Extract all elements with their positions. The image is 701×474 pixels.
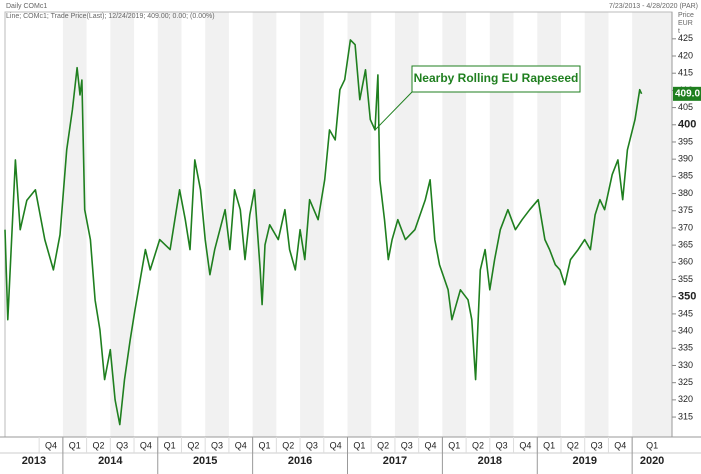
annotation-leader (374, 91, 413, 131)
y-tick-label: 335 (678, 343, 693, 353)
y-tick-label: 340 (678, 325, 693, 335)
y-label: EUR (678, 20, 693, 27)
y-tick-label: 360 (678, 257, 693, 267)
annotation-box (411, 65, 581, 93)
x-tick-label: Q4 (614, 440, 626, 450)
y-tick-label: 405 (678, 102, 693, 112)
quarter-band (205, 12, 229, 437)
quarter-band (537, 12, 561, 437)
quarter-band (584, 12, 609, 437)
x-tick-label: Q1 (353, 440, 365, 450)
quarter-band (62, 12, 87, 437)
year-label: 2013 (22, 455, 46, 467)
chart-title: Daily COMc1 (6, 3, 47, 10)
quarter-band (252, 12, 277, 437)
y-tick-label: 325 (678, 377, 693, 387)
quarter-band (394, 12, 419, 437)
x-tick-label: Q1 (69, 440, 81, 450)
year-label: 2018 (478, 455, 502, 467)
y-tick-label: 395 (678, 136, 693, 146)
x-tick-label: Q3 (496, 440, 508, 450)
x-tick-label: Q4 (45, 440, 57, 450)
x-tick-label: Q1 (164, 440, 176, 450)
year-label: 2017 (383, 455, 407, 467)
y-tick-label: 390 (678, 154, 693, 164)
y-tick-label: 425 (678, 33, 693, 43)
x-tick-label: Q4 (235, 440, 247, 450)
chart-subtitle: Line; COMc1; Trade Price(Last); 12/24/20… (6, 13, 215, 20)
x-tick-label: Q3 (211, 440, 223, 450)
y-tick-label: 330 (678, 360, 693, 370)
quarter-band (632, 12, 672, 437)
last-price-marker (673, 86, 701, 101)
x-tick-label: Q3 (306, 440, 318, 450)
y-tick-label: 345 (678, 308, 693, 318)
y-tick-label: 420 (678, 50, 693, 60)
year-label: 2015 (193, 455, 217, 467)
y-label: Price (678, 12, 694, 19)
y-tick-label: 415 (678, 68, 693, 78)
year-label: 2020 (640, 455, 664, 467)
x-tick-label: Q2 (567, 440, 579, 450)
quarter-band (110, 12, 135, 437)
x-tick-label: Q2 (282, 440, 294, 450)
x-tick-label: Q4 (330, 440, 342, 450)
y-tick-label: 400 (678, 119, 696, 131)
x-tick-label: Q1 (448, 440, 460, 450)
y-tick-label: 385 (678, 171, 693, 181)
annotation: Nearby Rolling EU Rapeseed (414, 71, 579, 85)
x-tick-label: Q1 (543, 440, 555, 450)
x-tick-label: Q2 (92, 440, 104, 450)
x-tick-label: Q3 (116, 440, 128, 450)
x-tick-label: Q2 (472, 440, 484, 450)
x-tick-label: Q4 (519, 440, 531, 450)
quarter-band (442, 12, 467, 437)
year-label: 2019 (572, 455, 596, 467)
quarter-band (300, 12, 324, 437)
quarter-band (157, 12, 182, 437)
x-tick-label: Q4 (425, 440, 437, 450)
year-label: 2014 (98, 455, 123, 467)
quarter-band (347, 12, 372, 437)
y-tick-label: 315 (678, 411, 693, 421)
x-tick-label: Q4 (140, 440, 152, 450)
y-tick-label: 380 (678, 188, 693, 198)
last-price-label: 409.0 (675, 88, 700, 99)
y-tick-label: 350 (678, 291, 696, 303)
x-tick-label: Q3 (591, 440, 603, 450)
y-tick-label: 370 (678, 222, 693, 232)
y-label: t (678, 28, 680, 35)
x-tick-label: Q2 (187, 440, 199, 450)
x-tick-label: Q1 (646, 440, 658, 450)
price-line (4, 39, 643, 426)
x-tick-label: Q3 (401, 440, 413, 450)
y-tick-label: 375 (678, 205, 693, 215)
y-tick-label: 365 (678, 240, 693, 250)
y-tick-label: 320 (678, 394, 693, 404)
x-tick-label: Q2 (377, 440, 389, 450)
date-range: 7/23/2013 - 4/28/2020 (PAR) (609, 3, 698, 10)
year-label: 2016 (288, 455, 312, 467)
x-tick-label: Q1 (258, 440, 270, 450)
y-tick-label: 355 (678, 274, 693, 284)
